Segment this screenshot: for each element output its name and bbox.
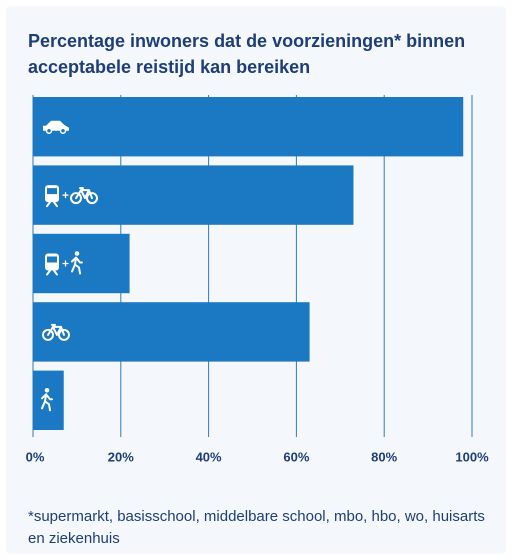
icon: [58, 328, 70, 341]
icon: [41, 393, 53, 412]
x-tick-label: 80%: [371, 449, 397, 464]
chart-title: Percentage inwoners dat de voorzieningen…: [28, 31, 466, 77]
bar-icon: [45, 185, 98, 208]
bar: [33, 302, 310, 362]
icon: [46, 269, 58, 276]
x-tick-label: 60%: [283, 449, 309, 464]
bar: [33, 370, 64, 430]
bar: [33, 97, 464, 157]
x-tick-label: 100%: [455, 449, 489, 464]
icon: [47, 256, 57, 263]
bar-icon: [45, 251, 83, 276]
bar-icon: [41, 388, 53, 412]
icon: [62, 191, 69, 199]
x-tick-label: 40%: [196, 449, 222, 464]
icon: [70, 192, 82, 205]
bar-icon: [42, 323, 70, 341]
icon: [46, 201, 58, 208]
x-tick-label: 0%: [26, 449, 45, 464]
bar-icon: [43, 120, 69, 134]
icon: [71, 256, 83, 275]
icon: [74, 251, 80, 256]
icon: [47, 323, 65, 336]
icon: [75, 187, 93, 200]
icon: [62, 260, 69, 267]
icon: [44, 388, 50, 393]
icon: [47, 188, 57, 195]
footnote: *supermarkt, basisschool, middelbare sch…: [28, 508, 485, 547]
icon: [45, 127, 53, 134]
x-tick-label: 20%: [108, 449, 134, 464]
icon: [42, 328, 54, 341]
icon: [86, 192, 98, 205]
icon: [59, 127, 67, 134]
